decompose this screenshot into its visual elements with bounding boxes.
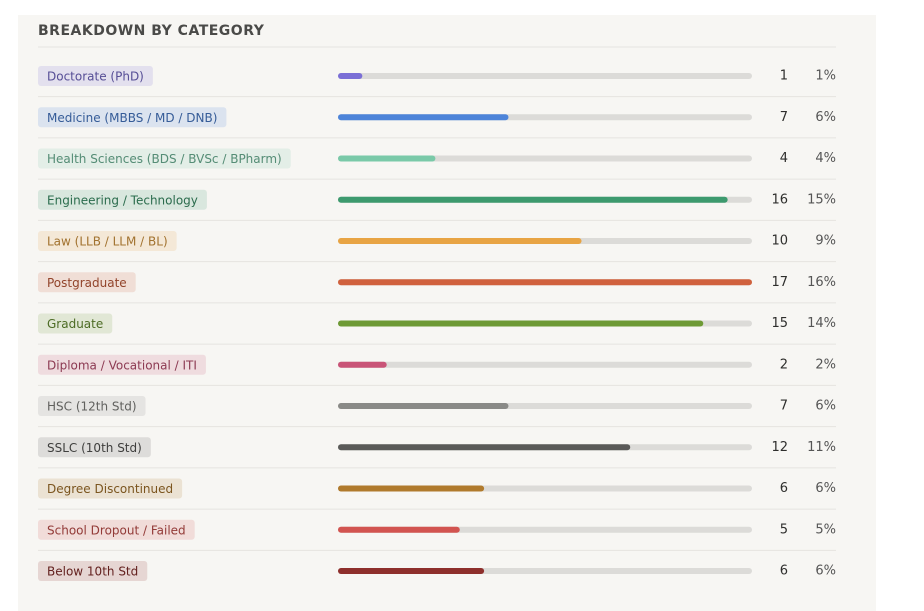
count-label: 6 (780, 564, 788, 579)
count-label: 10 (771, 234, 788, 249)
category-pill (38, 313, 113, 334)
share-label: 4% (815, 151, 836, 166)
category-pill (38, 437, 151, 458)
bar (338, 114, 509, 121)
count-label: 6 (780, 481, 788, 496)
count-label: 15 (771, 316, 788, 331)
category-pill (38, 66, 153, 86)
category-pill (38, 272, 136, 293)
bar (338, 73, 363, 79)
count-label: 5 (780, 522, 788, 537)
count-label: 12 (771, 440, 788, 455)
category-label: Engineering / Technology (47, 193, 198, 207)
category-pill (38, 354, 206, 375)
category-label: HSC (12th Std) (47, 400, 137, 414)
category-label: Medicine (MBBS / MD / DNB) (47, 111, 217, 125)
bar (338, 155, 436, 162)
bar (338, 568, 485, 574)
category-label: School Dropout / Failed (47, 523, 186, 537)
category-label: Diploma / Vocational / ITI (47, 358, 197, 372)
chart-title: BREAKDOWN BY CATEGORY (38, 23, 265, 39)
count-label: 16 (771, 192, 788, 207)
share-label: 6% (815, 399, 836, 414)
count-label: 7 (780, 110, 788, 125)
count-label: 1 (780, 69, 788, 84)
category-pill (38, 107, 227, 128)
share-label: 2% (815, 357, 836, 372)
bar (338, 526, 460, 533)
category-pill (38, 519, 195, 540)
share-label: 16% (807, 275, 836, 290)
bar (338, 361, 387, 368)
count-label: 17 (771, 275, 788, 290)
category-pill (38, 478, 183, 499)
category-pill (38, 148, 291, 169)
bar (338, 279, 752, 286)
share-label: 14% (807, 316, 836, 331)
bar-track (338, 73, 752, 79)
bar (338, 320, 704, 327)
category-pill (38, 561, 148, 581)
category-label: Below 10th Std (47, 565, 138, 579)
share-label: 1% (815, 69, 836, 84)
category-label: Degree Discontinued (47, 482, 173, 496)
category-label: Health Sciences (BDS / BVSc / BPharm) (47, 152, 282, 166)
category-pill (38, 189, 207, 210)
bar (338, 444, 631, 451)
share-label: 11% (807, 440, 836, 455)
bar (338, 403, 509, 409)
bar (338, 238, 582, 244)
share-label: 5% (815, 522, 836, 537)
category-label: SSLC (10th Std) (47, 441, 142, 455)
category-label: Law (LLB / LLM / BL) (47, 235, 168, 249)
share-label: 9% (815, 234, 836, 249)
share-label: 6% (815, 564, 836, 579)
bar-track (338, 155, 752, 162)
category-pill (38, 396, 146, 416)
category-label: Postgraduate (47, 276, 127, 290)
count-label: 7 (780, 399, 788, 414)
share-label: 15% (807, 192, 836, 207)
share-label: 6% (815, 110, 836, 125)
category-label: Graduate (47, 317, 103, 331)
count-label: 4 (780, 151, 788, 166)
category-label: Doctorate (PhD) (47, 70, 144, 84)
count-label: 2 (780, 357, 788, 372)
share-label: 6% (815, 481, 836, 496)
bar (338, 196, 728, 203)
category-pill (38, 231, 177, 251)
bar-track (338, 361, 752, 368)
bar (338, 485, 485, 492)
